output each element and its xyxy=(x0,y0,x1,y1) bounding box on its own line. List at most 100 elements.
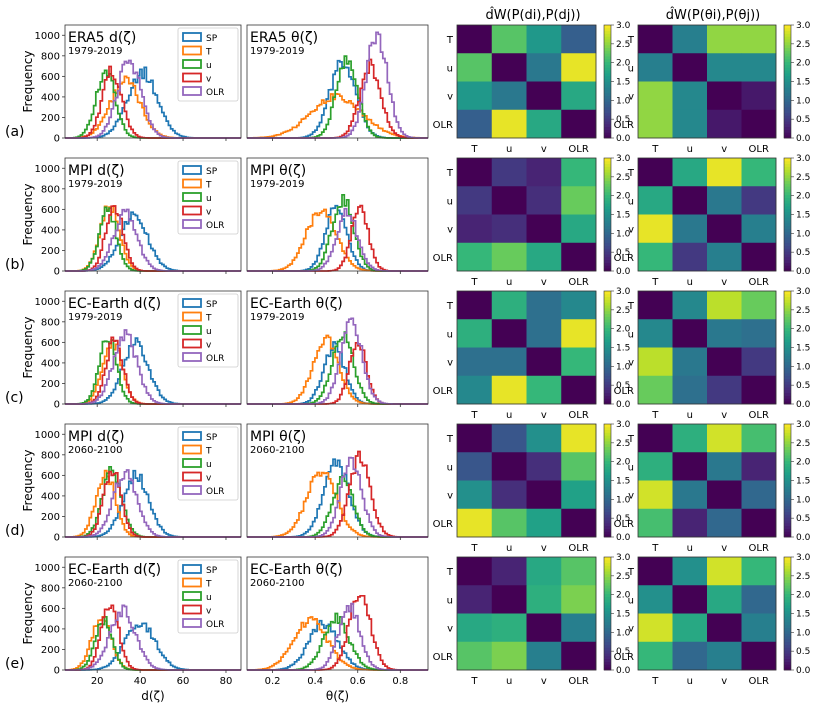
heatmap-cell xyxy=(638,613,673,643)
heatmap-cell xyxy=(526,613,562,643)
legend-label-SP: SP xyxy=(206,34,218,44)
y-tick-label: 600 xyxy=(41,471,60,482)
colorbar-segment xyxy=(784,330,791,334)
row-label: (c) xyxy=(5,390,24,406)
colorbar-segment xyxy=(604,50,611,54)
colorbar-segment xyxy=(784,160,791,165)
legend-swatch-SP xyxy=(182,298,202,308)
heatmap-x-label: v xyxy=(721,543,727,554)
legend-swatch-T xyxy=(182,178,202,189)
colorbar-segment xyxy=(604,627,611,631)
heatmap-x-label: T xyxy=(651,543,659,554)
theta-wasserstein-heatmap: T Tu u v v OLR OLR 0.0 0.5 1.0 1.5 2.0 2.5 3.0 xyxy=(614,420,811,554)
heatmap-cell xyxy=(491,186,527,215)
heatmap-cell xyxy=(457,158,493,187)
colorbar-tick-label: 1.0 xyxy=(796,495,811,505)
heatmap-cell xyxy=(561,585,597,614)
colorbar-tick-label: 2.5 xyxy=(616,572,630,582)
heatmap-y-label: OLR xyxy=(614,652,634,663)
heatmap-y-label: v xyxy=(628,358,634,369)
colorbar-segment xyxy=(604,367,611,371)
colorbar-segment xyxy=(784,449,791,453)
colorbar-segment xyxy=(784,87,791,91)
colorbar-segment xyxy=(784,505,791,510)
d-wasserstein-heatmap: T Tu u v v OLR OLR 0.0 0.5 1.0 1.5 2.0 2.5 3.0 xyxy=(433,420,631,554)
colorbar-tick-label: 0.5 xyxy=(796,248,810,258)
heatmap-cell xyxy=(741,25,777,54)
axes-frame xyxy=(246,423,429,538)
heatmap-cell xyxy=(672,158,708,187)
colorbar-tick-label: 1.5 xyxy=(796,211,810,221)
legend-label-u: u xyxy=(206,327,212,337)
heatmap-cell xyxy=(491,641,527,671)
series-line-OLR xyxy=(247,207,428,272)
colorbar-segment xyxy=(784,424,791,428)
colorbar-segment xyxy=(784,565,791,569)
legend-swatch-SP xyxy=(182,564,202,574)
colorbar-tick-label: 2.0 xyxy=(796,458,811,468)
colorbar-segment xyxy=(604,585,611,589)
x-tick-label: 0.6 xyxy=(350,676,366,687)
colorbar-segment xyxy=(784,89,791,94)
colorbar-segment xyxy=(604,307,611,312)
colorbar-segment xyxy=(604,169,611,173)
heatmap-cell xyxy=(638,347,673,377)
colorbar-segment xyxy=(604,27,611,32)
colorbar-segment xyxy=(784,378,791,382)
colorbar-segment xyxy=(784,248,791,252)
colorbar-segment xyxy=(604,353,611,357)
legend-label-T: T xyxy=(205,181,212,191)
colorbar-segment xyxy=(604,228,611,232)
colorbar-tick-label: 2.0 xyxy=(616,192,631,202)
heatmap-x-label: v xyxy=(541,676,547,687)
colorbar-segment xyxy=(784,440,791,445)
colorbar-segment xyxy=(784,370,791,374)
heatmap-y-label: T xyxy=(627,434,635,445)
heatmap-cell xyxy=(526,480,562,510)
colorbar-segment xyxy=(604,460,611,464)
colorbar-tick-label: 1.0 xyxy=(616,229,631,239)
colorbar-segment xyxy=(784,494,791,498)
y-tick-label: 600 xyxy=(41,338,60,349)
colorbar-segment xyxy=(784,341,791,346)
colorbar-segment xyxy=(784,225,791,230)
legend-swatch-SP xyxy=(182,165,202,175)
colorbar-segment xyxy=(784,115,791,119)
colorbar-segment xyxy=(784,33,791,37)
y-tick-label: 0 xyxy=(54,267,60,278)
y-tick-label: 1000 xyxy=(35,297,60,308)
y-tick-label: 800 xyxy=(41,450,60,461)
colorbar-segment xyxy=(604,486,611,490)
colorbar-segment xyxy=(784,44,791,48)
heatmap-y-label: T xyxy=(627,168,635,179)
colorbar-tick-label: 3.0 xyxy=(616,420,631,430)
colorbar-segment xyxy=(604,189,611,193)
x-tick-label: 0.8 xyxy=(392,676,408,687)
heatmap-x-label: T xyxy=(470,676,478,687)
colorbar-segment xyxy=(604,310,611,314)
heatmap-cell xyxy=(638,242,673,272)
colorbar-segment xyxy=(784,650,791,654)
heatmap-y-label: T xyxy=(627,567,635,578)
colorbar-segment xyxy=(604,254,611,258)
colorbar-tick-label: 1.0 xyxy=(796,362,811,372)
legend-swatch-u xyxy=(182,591,202,601)
heatmap-cell xyxy=(707,25,742,54)
colorbar-segment xyxy=(604,158,611,162)
heatmap-cell xyxy=(672,585,708,614)
colorbar-tick-label: 3.0 xyxy=(796,154,811,164)
heatmap-x-label: u xyxy=(687,410,693,421)
heatmap-cell xyxy=(741,158,777,187)
colorbar-segment xyxy=(784,605,791,609)
colorbar-segment xyxy=(604,522,611,527)
colorbar-segment xyxy=(784,36,791,40)
colorbar-segment xyxy=(604,299,611,303)
colorbar-segment xyxy=(784,435,791,439)
heatmap-cell xyxy=(638,81,673,111)
heatmap-cell xyxy=(457,186,493,215)
colorbar-tick-label: 1.0 xyxy=(616,96,631,106)
heatmap-x-label: u xyxy=(506,277,512,288)
colorbar-segment xyxy=(604,217,611,221)
